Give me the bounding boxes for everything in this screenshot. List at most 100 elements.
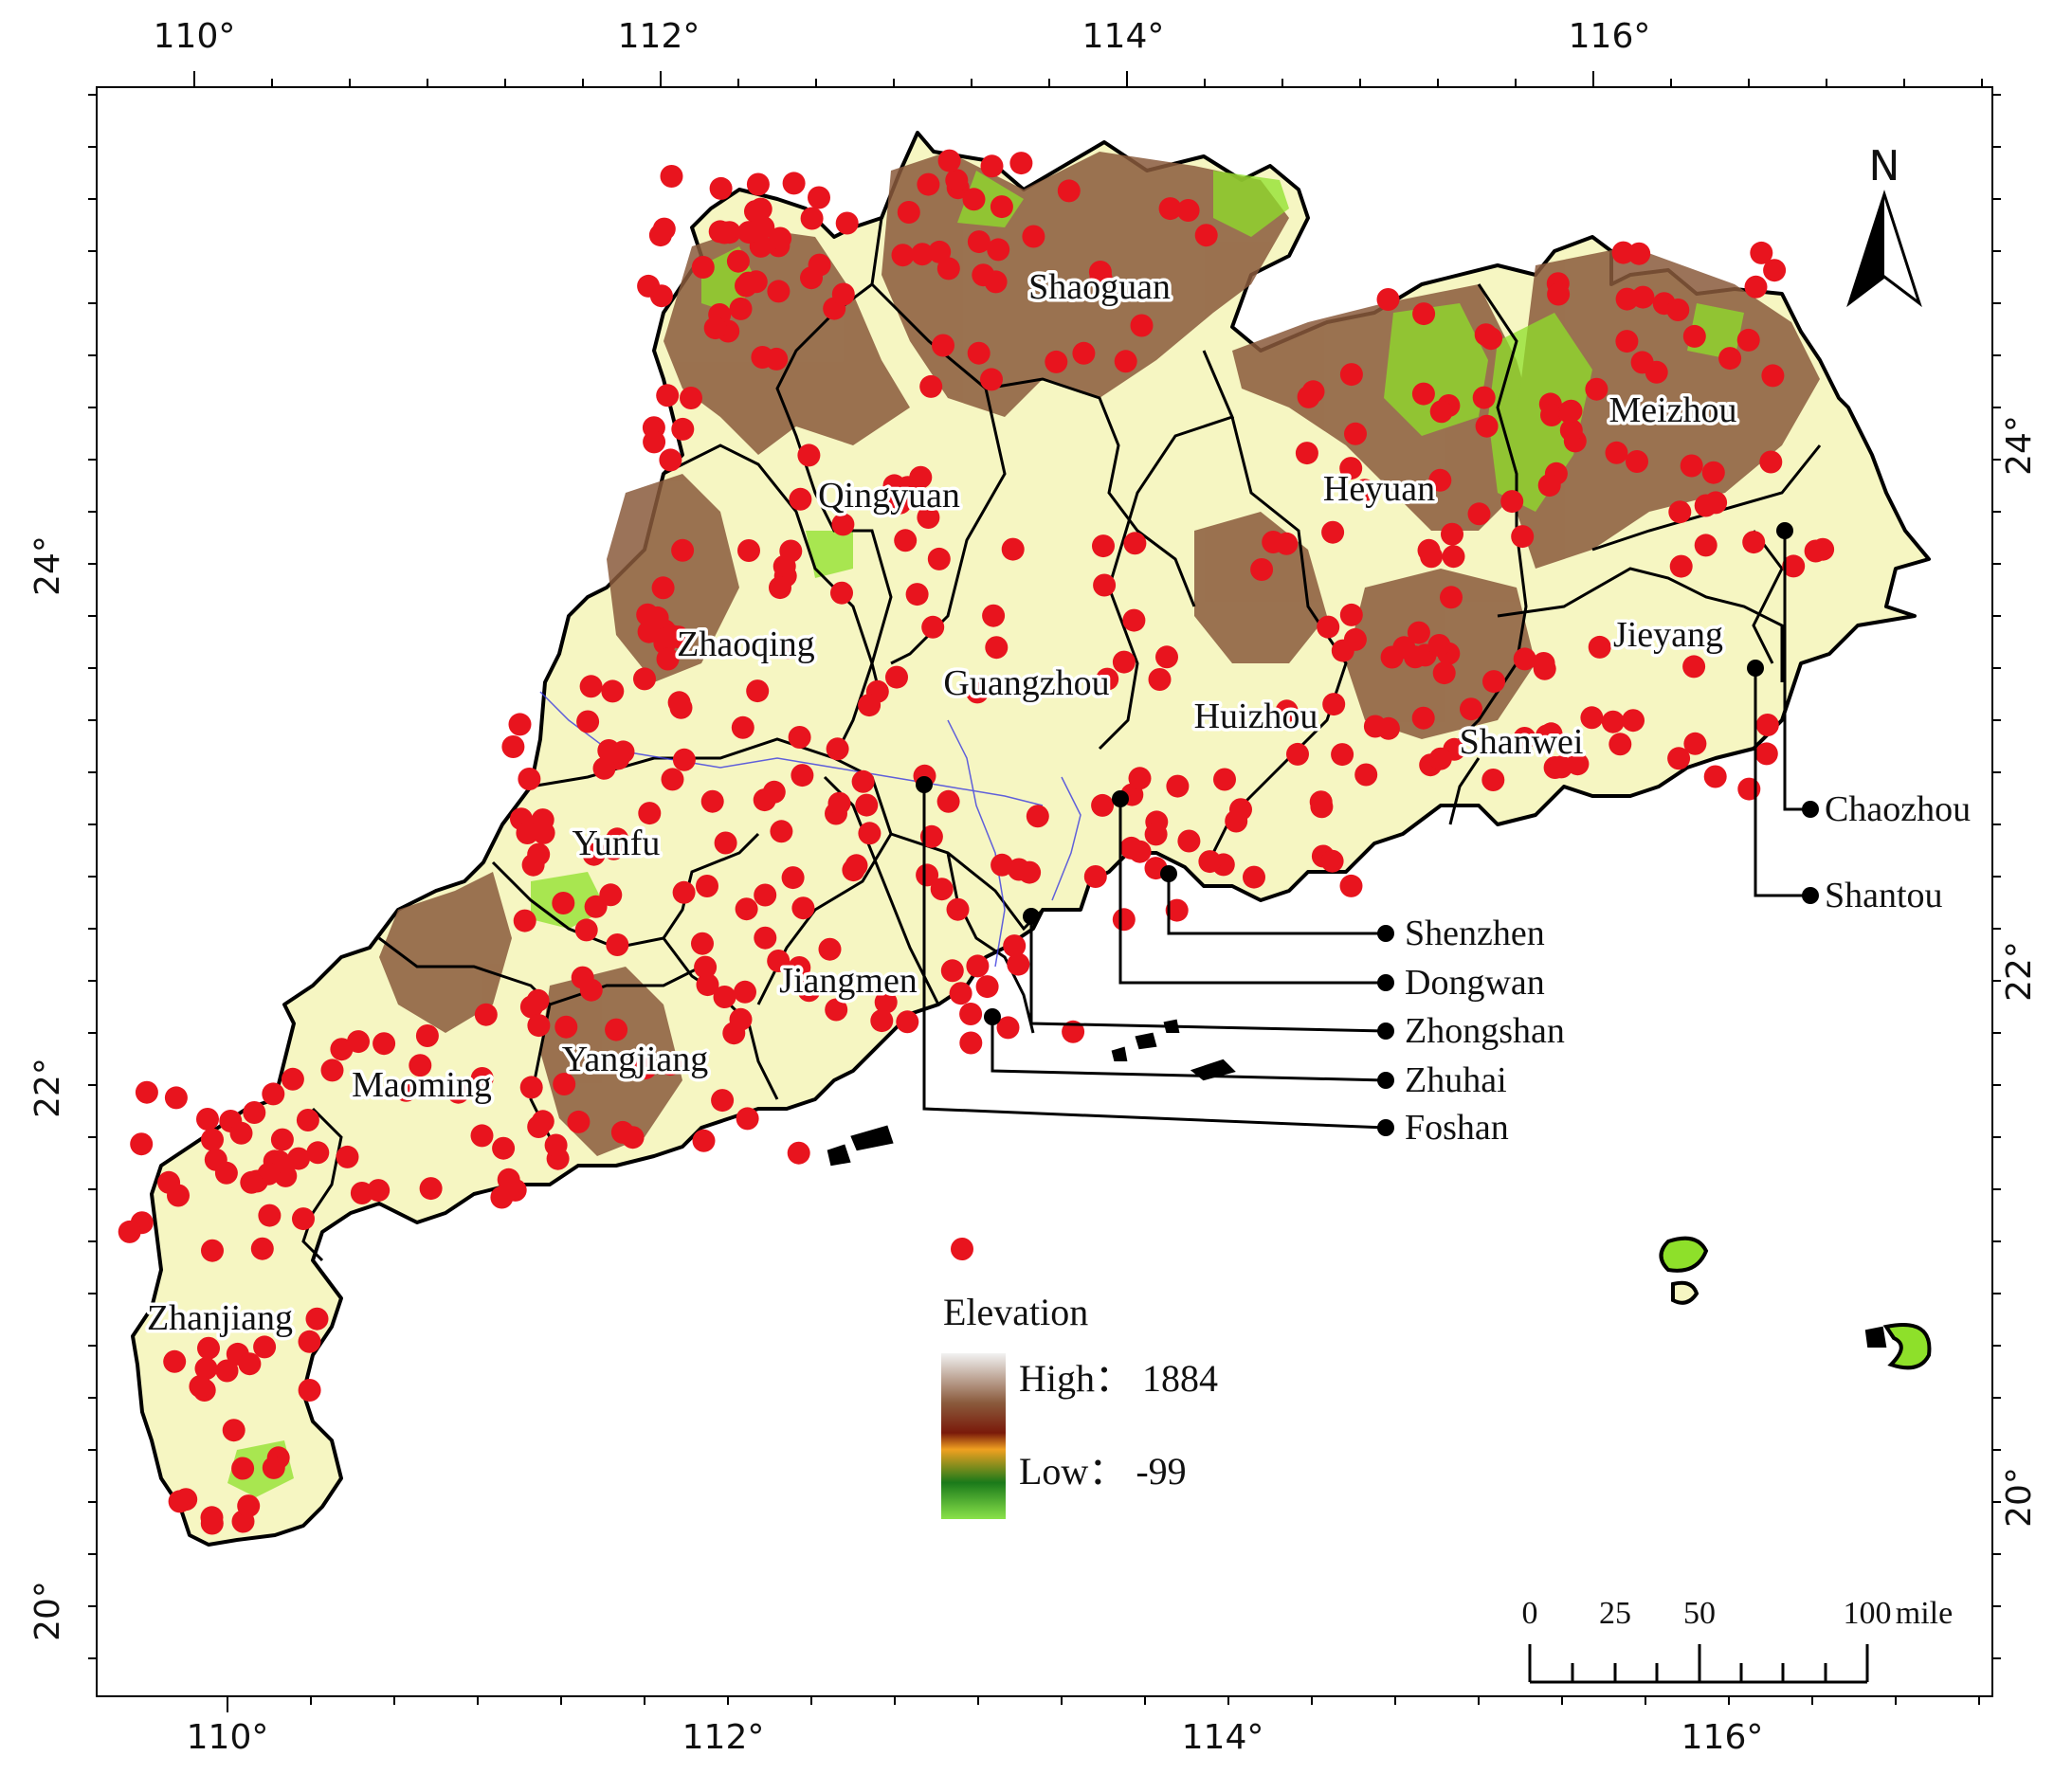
- sample-point: [601, 679, 625, 703]
- sample-point: [174, 1488, 198, 1511]
- sample-point: [1566, 752, 1590, 776]
- sample-point: [1007, 952, 1030, 976]
- sample-point: [781, 866, 805, 890]
- sample-point: [735, 897, 758, 921]
- axis-right-label: 24°: [2000, 415, 2039, 476]
- sample-point: [1045, 350, 1068, 373]
- sample-point: [982, 604, 1006, 627]
- sample-point: [897, 201, 920, 224]
- sample-point: [1420, 545, 1444, 569]
- sample-point: [238, 1352, 262, 1376]
- sample-point: [769, 226, 792, 250]
- sample-point: [788, 726, 811, 749]
- sample-point: [1718, 347, 1742, 371]
- sample-point: [1092, 534, 1115, 558]
- offshore-islands: [827, 1019, 1932, 1370]
- sample-point: [503, 1178, 527, 1202]
- sample-point: [1062, 1020, 1085, 1043]
- sample-point: [751, 346, 774, 369]
- sample-point: [201, 1239, 224, 1262]
- sample-point: [713, 986, 736, 1008]
- sample-point: [1580, 706, 1604, 730]
- legend-sample-point-icon: [951, 1238, 973, 1260]
- rivers: [539, 691, 1081, 968]
- callout-leaders: [922, 531, 1810, 1130]
- sample-point: [130, 1132, 154, 1156]
- sample-point: [959, 1031, 983, 1055]
- sample-point: [1128, 767, 1152, 790]
- sample-point: [987, 238, 1010, 262]
- callout-labels: Shenzhen Dongwan Zhongshan Zhuhai Foshan…: [1405, 789, 1971, 1148]
- sample-point: [651, 576, 675, 600]
- sample-point: [788, 956, 811, 979]
- sample-point: [1682, 324, 1706, 348]
- sample-point: [919, 374, 943, 398]
- callout-label-shantou: Shantou: [1825, 876, 1943, 915]
- city-labels: Shaoguan Meizhou Qingyuan Heyuan Zhaoqin…: [143, 264, 1740, 1342]
- sample-point: [672, 748, 696, 771]
- sample-point: [1481, 769, 1505, 791]
- sample-point: [731, 715, 754, 739]
- sample-point: [643, 430, 666, 454]
- sample-point: [1547, 282, 1571, 306]
- sample-point: [605, 1018, 628, 1041]
- sample-point: [894, 529, 918, 552]
- sample-point: [1667, 747, 1691, 770]
- sample-point: [1427, 634, 1451, 657]
- city-label-yangjiang: Yangjiang: [562, 1040, 709, 1079]
- sample-point: [1701, 461, 1725, 484]
- sample-point: [1429, 400, 1453, 424]
- sample-point: [415, 1024, 439, 1047]
- sample-point: [671, 417, 695, 441]
- sample-point: [936, 789, 960, 813]
- sample-point: [919, 824, 943, 848]
- sample-point: [582, 842, 606, 866]
- sample-point: [1750, 241, 1773, 264]
- sample-point: [672, 880, 696, 904]
- sample-point: [1322, 693, 1346, 716]
- sample-point: [544, 1133, 568, 1157]
- sample-point: [946, 897, 970, 921]
- sample-point: [1320, 849, 1344, 873]
- sample-point: [1782, 554, 1806, 578]
- callout-dots: [916, 522, 1819, 1136]
- axis-bottom-labels: 110° 112° 114° 116°: [187, 1718, 1764, 1757]
- sample-point: [1480, 327, 1503, 351]
- sample-point: [936, 257, 960, 281]
- sample-point: [1500, 490, 1524, 514]
- sample-point: [1112, 908, 1136, 932]
- sample-point: [240, 1170, 264, 1194]
- sample-point: [767, 280, 791, 303]
- sample-point: [1683, 732, 1707, 755]
- city-label-yunfu: Yunfu: [573, 824, 661, 863]
- sample-point: [1354, 763, 1378, 787]
- sample-point: [633, 1057, 657, 1080]
- city-label-jieyang: Jieyang: [1613, 615, 1723, 655]
- sample-point: [808, 186, 830, 209]
- sample-point: [1601, 710, 1625, 733]
- sample-point: [769, 576, 791, 600]
- sample-point: [767, 950, 791, 972]
- sample-point: [394, 1078, 418, 1102]
- sample-point: [835, 211, 859, 235]
- sample-point: [194, 1357, 218, 1381]
- sample-point: [782, 172, 806, 195]
- sample-point: [526, 988, 550, 1012]
- north-label: N: [1869, 142, 1900, 190]
- sample-point: [1513, 647, 1536, 671]
- sample-point: [1407, 621, 1430, 644]
- sample-point: [621, 1126, 645, 1149]
- sample-point: [1475, 414, 1499, 438]
- sample-point: [870, 1009, 894, 1033]
- sample-point: [1627, 242, 1651, 265]
- sample-point: [1091, 793, 1115, 817]
- sample-point: [1669, 554, 1693, 578]
- axis-right-label: 22°: [2000, 941, 2039, 1002]
- axis-left-label: 24°: [28, 535, 67, 596]
- axis-right-labels: 24° 22° 20°: [2000, 415, 2039, 1528]
- sample-point: [746, 679, 770, 703]
- sample-point: [1130, 314, 1154, 337]
- sample-point: [1761, 364, 1785, 388]
- sample-point: [691, 256, 715, 279]
- sample-point: [959, 1003, 983, 1025]
